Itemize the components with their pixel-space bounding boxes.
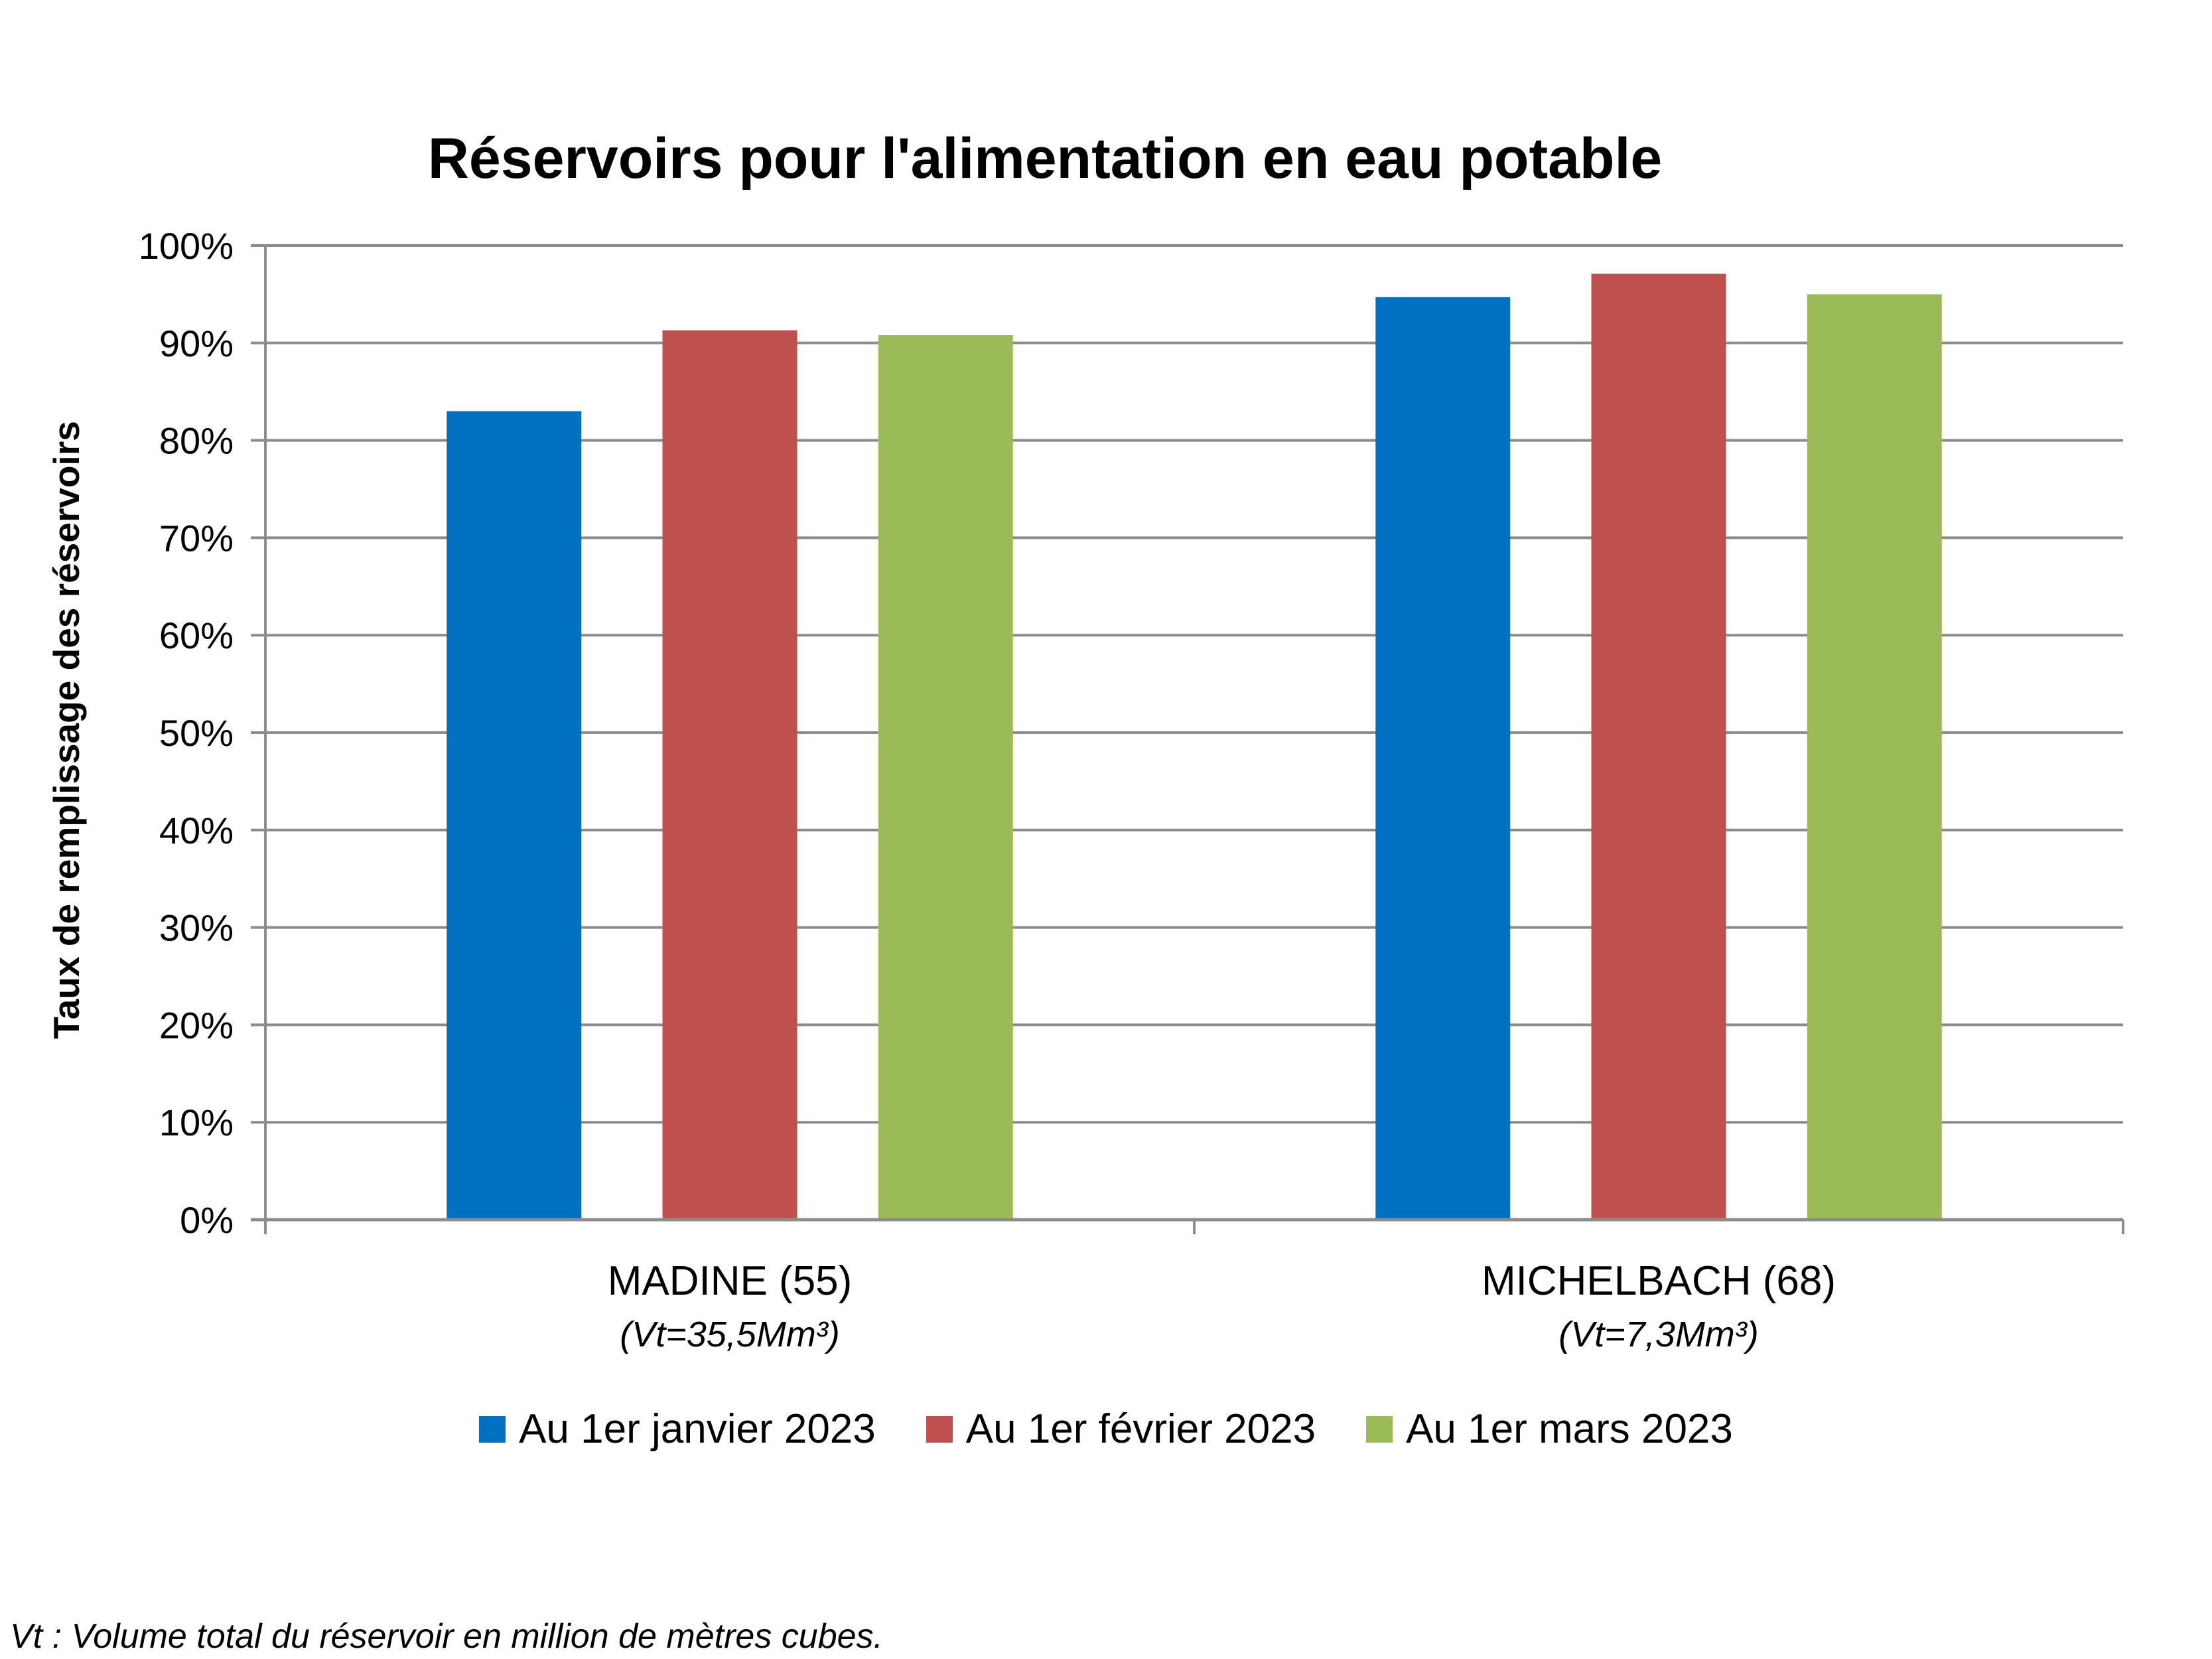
bar <box>1807 294 1942 1220</box>
y-tick-label: 20% <box>159 1004 234 1046</box>
bar <box>1591 273 1726 1220</box>
legend-label: Au 1er février 2023 <box>965 1406 1316 1452</box>
legend: Au 1er janvier 2023 Au 1er février 2023 … <box>0 1406 2212 1453</box>
legend-label: Au 1er janvier 2023 <box>519 1406 876 1452</box>
bar <box>447 411 582 1220</box>
y-tick-label: 10% <box>159 1102 234 1143</box>
category-volume-note: (Vt=35,5Mm³) <box>620 1315 840 1354</box>
legend-item-march: Au 1er mars 2023 <box>1366 1406 1733 1453</box>
legend-swatch-february <box>926 1415 953 1443</box>
bar <box>1375 297 1511 1220</box>
y-tick-label: 0% <box>180 1199 234 1241</box>
y-tick-label: 60% <box>159 614 234 656</box>
y-tick-label: 30% <box>159 907 234 949</box>
legend-label: Au 1er mars 2023 <box>1406 1406 1733 1452</box>
y-tick-label: 40% <box>159 810 234 851</box>
bar <box>878 335 1013 1220</box>
y-tick-label: 80% <box>159 420 234 462</box>
y-tick-label: 70% <box>159 517 234 559</box>
chart-title: Réservoirs pour l'alimentation en eau po… <box>427 127 1663 190</box>
y-tick-label: 90% <box>159 323 234 364</box>
category-label-madine: MADINE (55) (Vt=35,5Mm³) <box>511 1258 949 1355</box>
legend-item-february: Au 1er février 2023 <box>926 1406 1316 1453</box>
y-tick-label: 50% <box>159 712 234 754</box>
category-label-michelbach: MICHELBACH (68) (Vt=7,3Mm³) <box>1440 1258 1878 1355</box>
footnote: Vt : Volume total du réservoir en millio… <box>10 1617 883 1656</box>
legend-swatch-january <box>479 1415 506 1443</box>
category-name: MADINE (55) <box>607 1258 853 1304</box>
bar <box>662 330 797 1220</box>
legend-item-january: Au 1er janvier 2023 <box>479 1406 876 1453</box>
category-volume-note: (Vt=7,3Mm³) <box>1558 1315 1759 1354</box>
legend-swatch-march <box>1366 1415 1393 1443</box>
y-tick-label: 100% <box>139 225 234 267</box>
category-name: MICHELBACH (68) <box>1482 1258 1836 1304</box>
